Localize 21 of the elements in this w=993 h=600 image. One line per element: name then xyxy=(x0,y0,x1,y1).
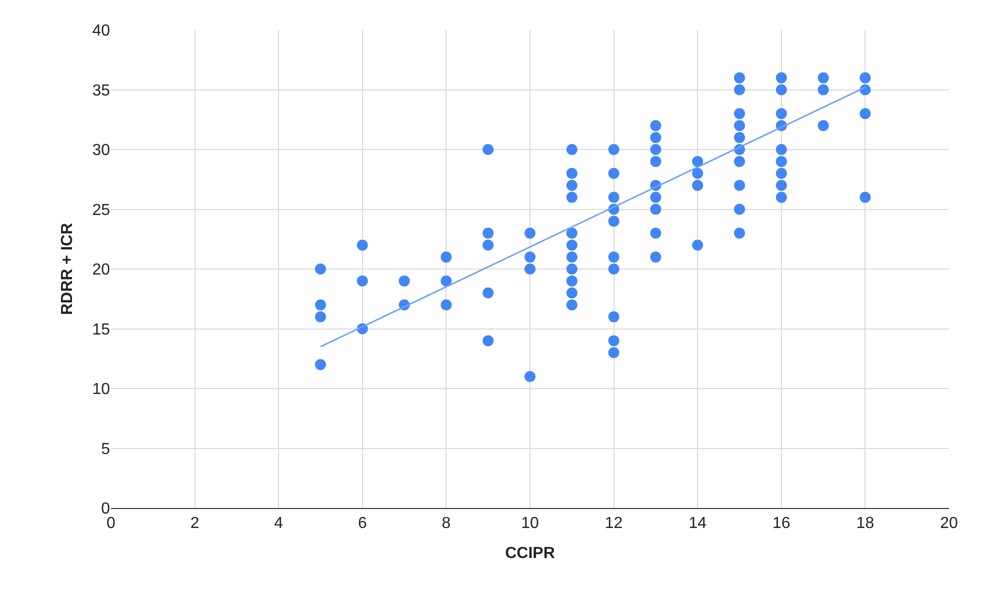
y-tick-label: 10 xyxy=(92,381,110,398)
y-tick-label: 5 xyxy=(101,440,110,458)
x-tick-label: 20 xyxy=(940,515,958,532)
y-tick-label: 15 xyxy=(92,321,110,338)
x-tick-label: 8 xyxy=(442,515,451,532)
y-tick-label: 20 xyxy=(92,262,110,279)
x-tick-label: 10 xyxy=(521,515,539,532)
x-tick-label: 16 xyxy=(772,515,790,532)
y-axis-title: RDRR + ICR xyxy=(59,222,76,316)
y-tick-label: 30 xyxy=(92,142,110,160)
x-tick-label: 2 xyxy=(190,515,200,532)
x-tick-label: 12 xyxy=(604,515,623,532)
x-tick-label: 18 xyxy=(856,515,874,532)
y-tick-label: 35 xyxy=(92,82,110,100)
x-tick-label: 14 xyxy=(688,515,707,532)
y-tick-label: 0 xyxy=(101,500,110,518)
y-tick-label: 40 xyxy=(92,22,110,40)
x-tick-label: 4 xyxy=(274,515,284,532)
x-tick-label: 6 xyxy=(358,515,367,532)
y-tick-label: 25 xyxy=(92,202,110,219)
x-axis-title: CCIPR xyxy=(505,544,556,562)
